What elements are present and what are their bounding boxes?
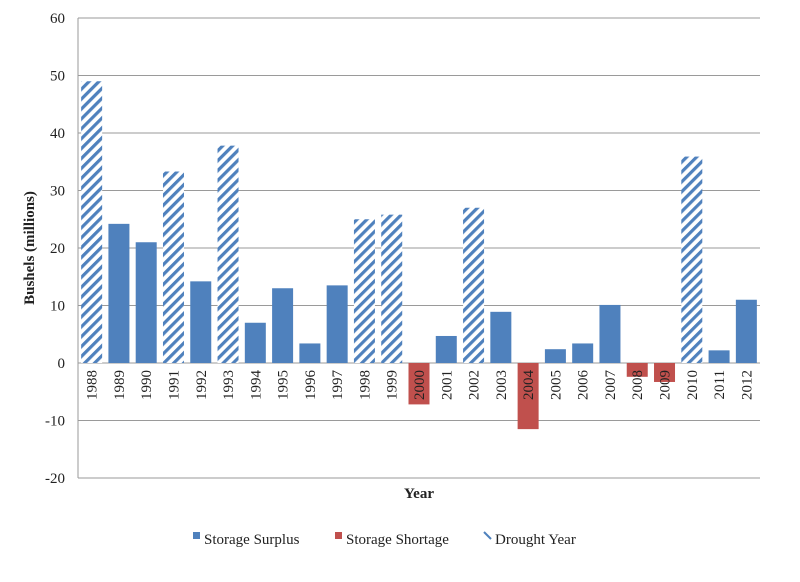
- x-tick-label: 1992: [194, 370, 210, 400]
- legend-label-surplus: Storage Surplus: [204, 532, 300, 548]
- x-tick-label: 1996: [303, 370, 319, 401]
- x-tick-label: 2011: [712, 370, 728, 399]
- y-tick-label: 50: [50, 69, 65, 85]
- x-tick-label: 2010: [685, 370, 701, 400]
- x-tick-label: 1989: [112, 370, 128, 400]
- bar-2011: [708, 350, 730, 363]
- x-tick-label: 2005: [548, 370, 564, 400]
- bar-1993: [217, 145, 239, 363]
- x-tick-label: 1998: [357, 370, 373, 400]
- bar-2005: [544, 349, 566, 363]
- bar-1997: [326, 285, 348, 363]
- y-tick-label: -10: [45, 414, 65, 430]
- bar-1995: [272, 288, 294, 363]
- legend-swatch-surplus: [193, 532, 200, 539]
- bar-1991: [162, 171, 184, 363]
- legend-swatch-shortage: [335, 532, 342, 539]
- bar-2012: [735, 299, 757, 363]
- bar-1989: [108, 223, 130, 363]
- bar-1998: [353, 219, 375, 363]
- bar-1988: [81, 81, 103, 363]
- x-tick-label: 2002: [467, 370, 483, 400]
- legend-label-shortage: Storage Shortage: [346, 532, 449, 548]
- x-tick-label: 1995: [276, 370, 292, 400]
- bar-2001: [435, 335, 457, 363]
- y-tick-label: 40: [50, 126, 65, 142]
- x-tick-label: 1994: [248, 370, 264, 401]
- y-tick-label: 60: [50, 11, 65, 27]
- x-tick-label: 2006: [576, 370, 592, 401]
- bar-2009: [654, 363, 676, 382]
- y-axis-title: Bushels (millions): [22, 191, 38, 305]
- legend-swatch-drought: [483, 531, 492, 540]
- bar-2004: [517, 363, 539, 430]
- x-tick-label: 1990: [139, 370, 155, 400]
- y-tick-label: -20: [45, 471, 65, 487]
- bar-2003: [490, 311, 512, 363]
- bar-2008: [626, 363, 648, 377]
- bar-2000: [408, 363, 430, 405]
- legend: Storage Surplus Storage Shortage Drought Y…: [193, 531, 576, 548]
- x-tick-label: 2008: [630, 370, 646, 400]
- x-tick-label: 1988: [85, 370, 101, 400]
- x-tick-label: 1999: [385, 370, 401, 400]
- bar-2002: [463, 207, 485, 363]
- y-tick-label: 0: [58, 356, 66, 372]
- x-tick-label: 1991: [166, 370, 182, 400]
- x-tick-label: 2009: [658, 370, 674, 400]
- legend-label-drought: Drought Year: [495, 532, 576, 548]
- x-tick-label: 2012: [739, 370, 755, 400]
- bar-1999: [381, 214, 403, 363]
- y-tick-label: 30: [50, 184, 65, 200]
- x-tick-label: 1997: [330, 370, 346, 401]
- x-tick-label: 2007: [603, 370, 619, 401]
- bar-1992: [190, 281, 212, 363]
- x-tick-label: 2003: [494, 370, 510, 400]
- bars: [81, 81, 757, 430]
- bar-1996: [299, 343, 321, 363]
- bar-2010: [681, 156, 703, 363]
- y-tick-label: 10: [50, 299, 65, 315]
- bar-2007: [599, 304, 621, 363]
- x-axis-title: Year: [404, 486, 434, 502]
- x-tick-label: 2001: [439, 370, 455, 400]
- x-tick-label: 1993: [221, 370, 237, 400]
- bar-1994: [244, 322, 266, 363]
- x-tick-label: 2000: [412, 370, 428, 400]
- x-tick-label: 2004: [521, 370, 537, 401]
- bar-2006: [572, 343, 594, 363]
- y-tick-label: 20: [50, 241, 65, 257]
- bar-1990: [135, 242, 157, 363]
